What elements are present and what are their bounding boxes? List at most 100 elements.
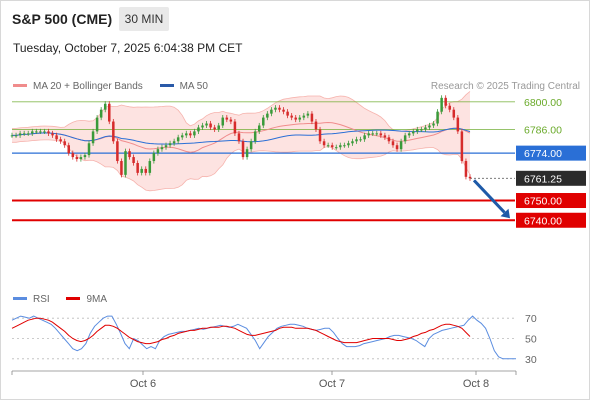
- candle-body: [403, 135, 407, 142]
- candle-body: [43, 131, 46, 133]
- candle-body: [334, 147, 338, 149]
- candle-body: [266, 113, 269, 118]
- candle-body: [172, 141, 176, 144]
- candle-body: [314, 121, 318, 130]
- price-legend: MA 20 + Bollinger Bands MA 50: [13, 81, 222, 92]
- legend-swatch-rsi-ma: [66, 296, 81, 300]
- candle-body: [355, 139, 358, 142]
- candle-body: [67, 145, 70, 154]
- support-label-box: [516, 212, 586, 228]
- candle-body: [391, 141, 395, 146]
- candle-body: [468, 176, 472, 179]
- candle-body: [189, 133, 192, 136]
- legend-swatch-rsi: [13, 296, 27, 300]
- candle-body: [379, 133, 383, 136]
- x-axis-tick-label: Oct 7: [319, 378, 345, 390]
- rsi-ma-line: [11, 317, 471, 345]
- legend-item-ma50: MA 50: [159, 81, 208, 92]
- candle-body: [436, 111, 439, 124]
- candle-body: [59, 139, 62, 142]
- candle-body: [63, 141, 66, 146]
- x-axis-tick-label: Oct 8: [463, 378, 489, 390]
- x-axis-tick-label: Oct 6: [130, 378, 156, 390]
- candle-body: [99, 109, 103, 118]
- level-lines: [12, 101, 515, 222]
- rsi-tick-label: 30: [525, 354, 537, 366]
- candle-body: [209, 123, 212, 128]
- last-price-label: 6761.25: [524, 173, 562, 185]
- candle-body: [87, 143, 91, 156]
- candle-body: [31, 131, 34, 134]
- candle-body: [262, 117, 265, 126]
- candle-body: [464, 161, 468, 177]
- candle-body: [201, 125, 204, 128]
- candle-body: [428, 125, 431, 128]
- candle-body: [160, 147, 164, 150]
- candle-body: [460, 131, 464, 162]
- candle-body: [257, 125, 261, 132]
- candle-body: [120, 161, 123, 175]
- candle-body: [387, 137, 391, 142]
- candle-body: [359, 139, 362, 141]
- ma50-line: [12, 127, 471, 145]
- candle-body: [310, 113, 314, 122]
- credit-text: Research © 2025 Trading Central: [430, 81, 580, 92]
- candle-body: [116, 141, 119, 162]
- bollinger-upper-line: [12, 91, 471, 132]
- candle-body: [286, 111, 289, 116]
- pivot-label-box: [516, 145, 586, 161]
- candle-body: [144, 168, 148, 173]
- candle-body: [51, 133, 54, 136]
- candle-body: [367, 133, 370, 136]
- candle-body: [55, 135, 58, 140]
- candle-body: [112, 121, 115, 142]
- candle-body: [35, 131, 38, 133]
- legend-label-rsi: RSI: [33, 294, 50, 305]
- forecast-arrow-head: [500, 208, 510, 219]
- candle-body: [95, 117, 99, 132]
- candle-body: [237, 133, 241, 142]
- candle-body: [326, 145, 330, 147]
- candle-body: [424, 127, 427, 130]
- candle-body: [128, 151, 131, 158]
- forecast-arrow-shaft: [472, 179, 506, 214]
- candle-body: [22, 133, 26, 135]
- rsi-legend: RSI 9MA: [13, 294, 121, 305]
- candle-body: [225, 117, 229, 120]
- candle-body: [233, 121, 237, 134]
- support-label-box: [516, 193, 586, 209]
- candle-body: [448, 105, 451, 110]
- candle-body: [148, 161, 152, 173]
- candle-body: [343, 145, 346, 147]
- instrument-title: S&P 500 (CME): [12, 11, 113, 27]
- candle-body: [164, 145, 168, 148]
- candles: [10, 95, 472, 181]
- candle-body: [91, 131, 95, 144]
- candle-body: [282, 109, 285, 112]
- candle-body: [140, 168, 143, 173]
- candle-body: [103, 103, 107, 110]
- candle-body: [205, 123, 208, 126]
- candle-body: [221, 117, 225, 126]
- candle-body: [375, 133, 379, 135]
- legend-swatch-ma50: [159, 83, 174, 87]
- candle-body: [18, 133, 22, 136]
- candle-body: [185, 133, 188, 136]
- candle-body: [47, 131, 50, 134]
- rsi-line: [11, 315, 516, 360]
- candle-body: [79, 157, 83, 160]
- candle-body: [339, 145, 342, 148]
- candle-body: [245, 149, 249, 158]
- candle-body: [132, 157, 135, 163]
- legend-swatch-bollinger: [13, 83, 27, 87]
- candle-body: [330, 145, 334, 148]
- resistance-label: 6786.00: [524, 124, 562, 136]
- candle-body: [318, 129, 322, 142]
- candle-body: [75, 157, 79, 160]
- candle-body: [399, 141, 403, 150]
- candle-body: [180, 135, 184, 138]
- candle-body: [168, 143, 172, 146]
- legend-item-bollinger: MA 20 + Bollinger Bands: [13, 81, 143, 92]
- timeframe-button[interactable]: 30 MIN: [119, 7, 169, 31]
- candle-body: [395, 145, 399, 150]
